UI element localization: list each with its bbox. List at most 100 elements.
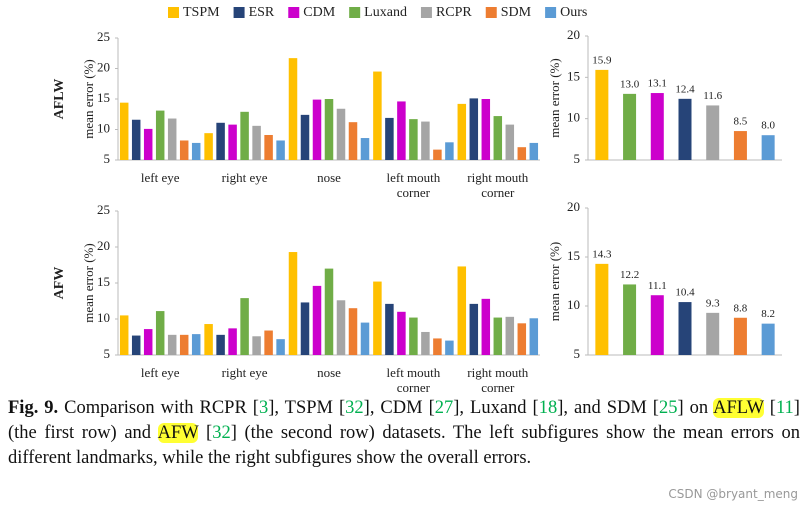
bar xyxy=(228,124,237,160)
legend-swatch xyxy=(233,7,245,18)
legend-label: Luxand xyxy=(364,5,407,20)
x-tick-label: nose xyxy=(317,365,341,380)
bar xyxy=(623,93,637,160)
value-label: 14.3 xyxy=(592,248,612,260)
caption-ref: 32 xyxy=(345,398,364,418)
legend-swatch xyxy=(288,7,300,18)
bar xyxy=(529,318,539,355)
value-label: 8.5 xyxy=(734,116,748,128)
x-tick-label: right mouth corner xyxy=(467,365,529,395)
bar xyxy=(264,330,273,355)
legend-label: ESR xyxy=(249,5,275,20)
caption-ref: 32 xyxy=(212,423,231,443)
bar xyxy=(336,300,346,355)
bar xyxy=(445,142,454,160)
bar xyxy=(517,323,527,355)
caption-plain: ], and SDM [ xyxy=(557,398,659,418)
y-tick-label: 10 xyxy=(97,120,110,135)
caption-plain: ] (the first row) and xyxy=(8,398,800,443)
caption-plain: [ xyxy=(198,423,213,443)
caption-plain: ], TSPM [ xyxy=(268,398,346,418)
bar xyxy=(469,98,479,160)
x-tick-label: right eye xyxy=(221,365,268,380)
caption-ref: 3 xyxy=(258,398,269,418)
x-tick-label: left mouth corner xyxy=(386,170,441,200)
bar xyxy=(650,295,664,355)
caption-ref: 11 xyxy=(775,398,794,418)
bar xyxy=(360,138,370,160)
bar xyxy=(505,316,515,355)
y-tick-label: 10 xyxy=(97,310,110,325)
legend-label: Ours xyxy=(560,5,587,20)
bar xyxy=(155,311,165,355)
bar xyxy=(421,121,430,160)
value-label: 11.1 xyxy=(648,280,667,292)
bar xyxy=(216,334,225,355)
bar xyxy=(373,71,382,160)
value-label: 8.0 xyxy=(761,120,775,132)
bar xyxy=(469,303,479,355)
bar xyxy=(252,125,261,160)
bar xyxy=(481,99,491,160)
bar xyxy=(264,134,273,160)
bar xyxy=(131,119,141,160)
legend-swatch xyxy=(420,7,432,18)
bar xyxy=(678,302,692,355)
bar xyxy=(433,149,442,160)
caption-plain: Comparison with RCPR [ xyxy=(58,398,259,418)
bar xyxy=(397,101,406,160)
bar xyxy=(252,336,261,355)
caption-plain: [ xyxy=(763,398,776,418)
caption: Fig. 9. Comparison with RCPR [3], TSPM [… xyxy=(8,396,800,471)
bar xyxy=(421,331,430,355)
caption-ref: 18 xyxy=(538,398,558,418)
bar xyxy=(517,147,527,160)
value-label: 12.4 xyxy=(675,83,695,95)
bar xyxy=(131,335,141,355)
bar xyxy=(493,317,503,355)
x-tick-label: left eye xyxy=(140,365,180,380)
y-axis-label: mean error (%) xyxy=(81,243,96,322)
bar xyxy=(457,266,467,355)
bar xyxy=(216,122,225,160)
y-axis-label: mean error (%) xyxy=(81,59,96,138)
bar xyxy=(348,308,358,355)
caption-highlight: AFLW xyxy=(713,398,764,418)
y-tick-label: 5 xyxy=(104,151,111,166)
y-tick-label: 5 xyxy=(574,151,581,166)
value-label: 13.0 xyxy=(620,78,640,90)
bar xyxy=(336,108,346,160)
bar xyxy=(240,111,249,160)
bar xyxy=(288,252,298,355)
bar xyxy=(433,338,442,355)
bar xyxy=(228,328,237,355)
y-tick-label: 10 xyxy=(567,110,580,125)
bar xyxy=(300,302,310,355)
y-tick-label: 20 xyxy=(567,27,580,42)
value-label: 13.1 xyxy=(648,78,667,90)
legend-label: SDM xyxy=(501,5,532,20)
bar xyxy=(457,103,467,160)
value-label: 9.3 xyxy=(706,297,720,309)
bar xyxy=(360,322,370,355)
y-tick-label: 15 xyxy=(567,248,580,263)
bar xyxy=(167,118,177,160)
y-tick-label: 20 xyxy=(567,199,580,214)
bar xyxy=(191,334,201,355)
value-label: 10.4 xyxy=(675,287,695,299)
bar xyxy=(191,142,201,160)
bar xyxy=(204,324,213,355)
legend-swatch xyxy=(168,7,179,18)
legend-label: TSPM xyxy=(183,5,220,20)
bar xyxy=(481,298,491,355)
value-label: 8.2 xyxy=(761,308,775,320)
bar xyxy=(409,119,418,160)
bar xyxy=(445,340,454,355)
value-label: 8.8 xyxy=(734,302,748,314)
bar xyxy=(385,117,394,160)
bar xyxy=(143,329,153,355)
bar xyxy=(324,99,334,160)
row-label: AFLW xyxy=(52,79,67,120)
bar xyxy=(733,131,747,160)
